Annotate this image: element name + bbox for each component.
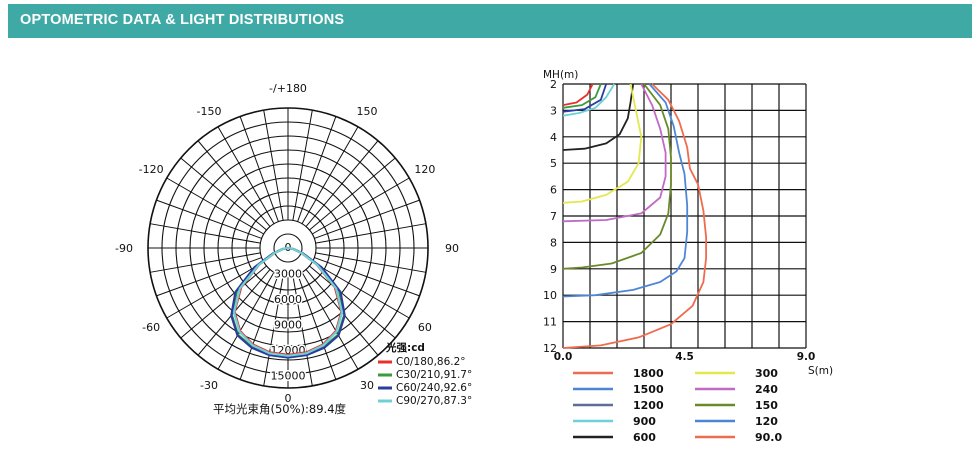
angle-label: -120 — [139, 163, 164, 176]
y-tick-label: 2 — [550, 78, 557, 91]
isolux-legend-label: 150 — [755, 399, 778, 412]
angle-label: 30 — [360, 379, 374, 392]
angle-label: 120 — [414, 163, 435, 176]
isolux-curve — [562, 83, 616, 117]
radial-label: 9000 — [274, 318, 302, 331]
bottom-angle-label: 0 — [285, 392, 292, 405]
isolux-curve — [562, 83, 707, 349]
polar-spoke — [292, 110, 313, 221]
isolux-curve — [562, 83, 635, 151]
isolux-curve — [562, 83, 672, 270]
isolux-legend-label: 90.0 — [755, 431, 782, 444]
isolux-curve — [562, 83, 689, 298]
polar-spoke — [217, 126, 275, 225]
angle-label: -30 — [200, 379, 218, 392]
isolux-curve — [562, 83, 667, 223]
radial-label: 15000 — [271, 369, 306, 382]
y-tick-label: 7 — [550, 210, 557, 223]
section-title: OPTOMETRIC DATA & LIGHT DISTRIBUTIONS — [20, 12, 345, 28]
polar-spoke — [315, 223, 426, 244]
isolux-legend-label: 900 — [633, 415, 656, 428]
polar-spoke — [156, 199, 262, 239]
y-tick-label: 3 — [550, 104, 557, 117]
unit-label: 光强:cd — [385, 341, 425, 354]
isolux-curve — [562, 83, 643, 204]
radial-label: 6000 — [274, 293, 302, 306]
y-tick-label: 9 — [550, 263, 557, 276]
x-tick-label: 0.0 — [554, 351, 573, 363]
radial-label: 0 — [285, 241, 292, 254]
polar-series-curve — [232, 246, 344, 357]
polar-series-curve — [230, 246, 346, 359]
polar-spoke — [180, 265, 267, 339]
polar-spoke — [263, 110, 284, 221]
polar-spoke — [297, 116, 337, 222]
isolux-legend-label: 240 — [755, 383, 778, 396]
polar-spoke — [309, 265, 396, 339]
polar-spoke — [314, 257, 420, 297]
y-tick-label: 6 — [550, 184, 557, 197]
polar-spoke — [311, 177, 410, 235]
polar-spoke — [180, 157, 267, 231]
angle-label: 60 — [418, 321, 432, 334]
polar-spoke — [297, 274, 337, 380]
legend-label: C60/240,92.6° — [396, 382, 472, 394]
polar-spoke — [150, 223, 261, 244]
legend-label: C30/210,91.7° — [396, 369, 472, 381]
section-header: OPTOMETRIC DATA & LIGHT DISTRIBUTIONS — [8, 4, 972, 38]
polar-spoke — [197, 140, 271, 227]
polar-spoke — [263, 275, 284, 386]
y-tick-label: 5 — [550, 157, 557, 170]
y-tick-label: 12 — [543, 342, 557, 355]
polar-spoke — [150, 252, 261, 273]
radial-label: 3000 — [274, 267, 302, 280]
polar-spoke — [314, 199, 420, 239]
isolux-legend-label: 1200 — [633, 399, 664, 412]
angle-label: -/+180 — [269, 82, 307, 95]
polar-spoke — [301, 126, 359, 225]
angle-label: 150 — [357, 105, 378, 118]
angle-label: -60 — [142, 321, 160, 334]
polar-spoke — [166, 177, 265, 235]
polar-spoke — [239, 274, 279, 380]
x-tick-label: 4.5 — [675, 351, 694, 363]
legend-label: C0/180,86.2° — [396, 356, 466, 368]
isolux-chart: MH(m)2 3 4 5 6 7 8 9 10 11 120.0 4.5 9.0 S(m) 1800 1500… — [543, 69, 833, 444]
isolux-legend-label: 1800 — [633, 367, 664, 380]
y-tick-label: 10 — [543, 289, 557, 302]
polar-spoke — [217, 271, 275, 370]
polar-chart: -/+180 150 120 90 60 30 -150 -120 -90 -60 -30 0 3000… — [115, 82, 472, 416]
isolux-legend-label: 120 — [755, 415, 778, 428]
x-tick-label: 9.0 — [797, 351, 816, 363]
polar-spoke — [301, 271, 359, 370]
polar-spoke — [239, 116, 279, 222]
polar-ring — [273, 233, 303, 263]
y-tick-label: 4 — [550, 131, 557, 144]
y-axis-label: MH(m) — [543, 69, 578, 81]
polar-caption: 平均光束角(50%):89.4度 — [213, 402, 347, 416]
polar-spoke — [156, 257, 262, 297]
y-tick-label: 11 — [543, 316, 557, 329]
isolux-curve — [562, 83, 602, 109]
legend-label: C90/270,87.3° — [396, 395, 472, 407]
polar-spoke — [305, 140, 379, 227]
isolux-legend-label: 1500 — [633, 383, 664, 396]
isolux-legend-label: 300 — [755, 367, 778, 380]
y-tick-label: 8 — [550, 236, 557, 249]
angle-label: -150 — [197, 105, 222, 118]
polar-spoke — [309, 157, 396, 231]
isolux-curve — [562, 83, 608, 113]
isolux-legend-label: 600 — [633, 431, 656, 444]
x-axis-label: S(m) — [808, 365, 833, 377]
polar-spoke — [166, 261, 265, 319]
polar-spoke — [292, 275, 313, 386]
angle-label: -90 — [115, 242, 133, 255]
polar-spoke — [311, 261, 410, 319]
polar-spoke — [315, 252, 426, 273]
isolux-curve — [562, 83, 594, 106]
angle-label: 90 — [445, 242, 459, 255]
